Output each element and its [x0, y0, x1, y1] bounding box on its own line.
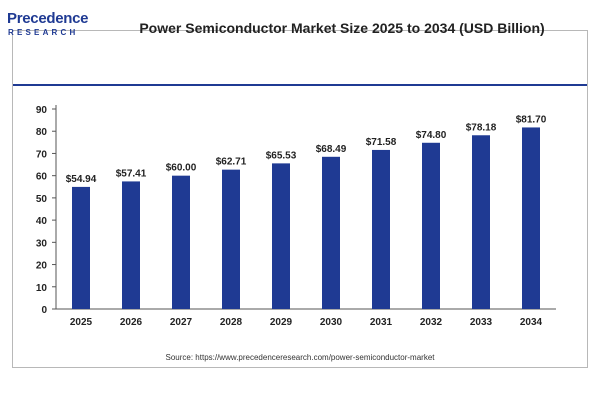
data-label: $60.00: [166, 163, 197, 174]
y-tick-label: 30: [36, 238, 48, 249]
bar: [222, 169, 240, 309]
bar: [472, 135, 490, 309]
data-label: $78.18: [466, 122, 497, 133]
logo-subtitle: RESEARCH: [8, 28, 79, 37]
x-tick-label: 2029: [270, 317, 293, 328]
bar: [522, 127, 540, 309]
data-label: $65.53: [266, 150, 297, 161]
bar: [72, 186, 90, 309]
y-tick-label: 20: [36, 261, 48, 272]
y-tick-label: 60: [36, 172, 48, 183]
chart-title: Power Semiconductor Market Size 2025 to …: [139, 20, 545, 36]
bar: [122, 181, 140, 309]
bar: [322, 156, 340, 309]
data-label: $74.80: [416, 130, 447, 141]
data-label: $81.70: [516, 114, 547, 125]
y-tick-label: 40: [36, 216, 48, 227]
y-tick-label: 0: [41, 305, 47, 316]
logo-wordmark: Precedence: [7, 10, 89, 27]
source-note: Source: https://www.precedenceresearch.c…: [165, 353, 435, 362]
data-label: $57.41: [116, 168, 147, 179]
x-tick-label: 2030: [320, 317, 343, 328]
x-tick-label: 2025: [70, 317, 93, 328]
bar: [172, 175, 190, 309]
x-tick-label: 2028: [220, 317, 243, 328]
x-tick-label: 2032: [420, 317, 443, 328]
y-tick-label: 90: [36, 105, 48, 116]
brand-logo: Precedence RESEARCH: [7, 11, 107, 41]
header-divider: [13, 84, 587, 86]
y-tick-label: 50: [36, 194, 48, 205]
y-tick-label: 70: [36, 149, 48, 160]
data-label: $71.58: [366, 137, 397, 148]
data-label: $68.49: [316, 144, 347, 155]
x-tick-label: 2034: [520, 317, 543, 328]
bar: [372, 149, 390, 309]
x-tick-label: 2033: [470, 317, 493, 328]
y-tick-label: 10: [36, 283, 48, 294]
x-tick-label: 2027: [170, 317, 193, 328]
data-label: $62.71: [216, 157, 247, 168]
chart-frame: [12, 30, 588, 368]
x-tick-label: 2026: [120, 317, 143, 328]
bar: [422, 142, 440, 309]
y-tick-label: 80: [36, 127, 48, 138]
data-label: $54.94: [66, 174, 97, 185]
x-tick-label: 2031: [370, 317, 393, 328]
bar: [272, 163, 290, 309]
